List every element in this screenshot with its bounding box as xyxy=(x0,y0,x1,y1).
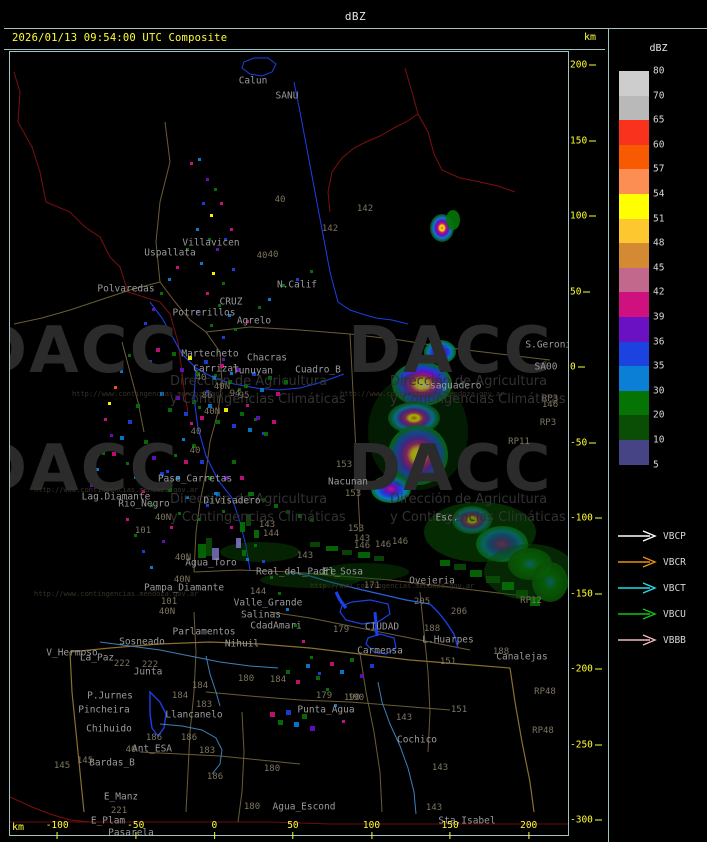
window-title: dBZ xyxy=(344,9,367,23)
timestamp-row: 2026/01/13 09:54:00 UTC Composite km xyxy=(4,29,605,50)
y-axis-tick--150: -150 xyxy=(570,588,602,599)
x-axis-tick-150: 150 xyxy=(442,820,459,839)
y-axis-tick--250: -250 xyxy=(570,739,602,750)
radar-plot-area[interactable]: DACC DACC DACC DACC Dirección de Agricul… xyxy=(10,52,568,835)
colorbar-swatch-30 xyxy=(619,390,649,416)
arrow-icon xyxy=(618,530,657,542)
colorbar-swatch-35 xyxy=(619,366,649,391)
radar-panel: 2026/01/13 09:54:00 UTC Composite km xyxy=(4,29,605,842)
radar-plot-frame[interactable]: DACC DACC DACC DACC Dirección de Agricul… xyxy=(9,51,569,836)
arrow-legend-label: VBCP xyxy=(663,530,686,542)
colorbar-label-30: 30 xyxy=(653,385,665,397)
arrow-legend-row-vbbb: VBBB xyxy=(617,627,707,653)
colorbar-label-48: 48 xyxy=(653,237,665,249)
colorbar[interactable] xyxy=(619,71,649,465)
colorbar-label-36: 36 xyxy=(653,336,665,348)
colorbar-swatch-54 xyxy=(619,193,649,219)
y-axis-tick--300: -300 xyxy=(570,815,602,826)
x-axis-tick-100: 100 xyxy=(363,820,380,839)
colorbar-swatch-57 xyxy=(619,169,649,194)
arrow-legend: VBCP VBCR VBCT VBCU VBBB xyxy=(617,523,707,653)
colorbar-label-65: 65 xyxy=(653,114,665,126)
arrow-legend-row-vbct: VBCT xyxy=(617,575,707,601)
x-axis-tick-50: 50 xyxy=(287,820,299,839)
legend-title: dBZ xyxy=(649,43,668,54)
y-axis-tick-200: 200 xyxy=(570,60,597,71)
colorbar-swatch-45 xyxy=(619,267,649,293)
colorbar-label-10: 10 xyxy=(653,434,665,446)
colorbar-swatch-48 xyxy=(619,243,649,268)
y-axis-tick--100: -100 xyxy=(570,513,602,524)
x-axis-tick-0: 0 xyxy=(211,820,217,839)
arrow-legend-label: VBCT xyxy=(663,582,686,594)
colorbar-swatch-80 xyxy=(619,71,649,96)
x-axis-tick-200: 200 xyxy=(520,820,537,839)
colorbar-swatch-20 xyxy=(619,415,649,440)
y-axis-tick-100: 100 xyxy=(570,211,597,222)
arrow-legend-label: VBCR xyxy=(663,556,686,568)
y-axis-tick-150: 150 xyxy=(570,135,597,146)
colorbar-label-51: 51 xyxy=(653,213,665,225)
x-axis-tick--50: -50 xyxy=(127,820,144,839)
colorbar-swatch-42 xyxy=(619,292,649,317)
basemap-vector-layer xyxy=(10,57,568,825)
arrow-legend-label: VBCU xyxy=(663,608,686,620)
arrow-legend-row-vbcp: VBCP xyxy=(617,523,707,549)
x-axis-tick--100: -100 xyxy=(46,820,69,839)
colorbar-label-60: 60 xyxy=(653,139,665,151)
colorbar-swatch-36 xyxy=(619,341,649,367)
arrow-icon xyxy=(618,556,657,568)
colorbar-swatch-51 xyxy=(619,218,649,244)
legend-panel: dBZ 80 70 65 60 57 54 51 48 45 42 39 36 35 30 20 10 5 VB… xyxy=(608,29,707,842)
arrow-legend-label: VBBB xyxy=(663,634,686,646)
arrow-icon xyxy=(618,634,657,646)
colorbar-label-80: 80 xyxy=(653,65,665,77)
arrow-legend-row-vbcr: VBCR xyxy=(617,549,707,575)
radar-reflectivity-layer xyxy=(90,158,568,731)
colorbar-label-54: 54 xyxy=(653,188,665,200)
colorbar-label-5: 5 xyxy=(653,459,659,471)
colorbar-swatch-70 xyxy=(619,95,649,121)
y-axis-tick-0: 0 xyxy=(570,362,585,373)
arrow-legend-row-vbcu: VBCU xyxy=(617,601,707,627)
y-axis-unit-label: km xyxy=(583,32,596,43)
colorbar-label-39: 39 xyxy=(653,311,665,323)
colorbar-label-57: 57 xyxy=(653,163,665,175)
arrow-icon xyxy=(618,582,657,594)
radar-timestamp: 2026/01/13 09:54:00 UTC Composite xyxy=(12,32,228,44)
colorbar-label-45: 45 xyxy=(653,262,665,274)
x-axis: km -100 -50 0 50 100 150 200 xyxy=(4,814,605,842)
colorbar-swatch-65 xyxy=(619,120,649,145)
x-axis-unit-label: km xyxy=(12,822,25,833)
colorbar-swatch-10 xyxy=(619,439,649,465)
colorbar-label-20: 20 xyxy=(653,409,665,421)
colorbar-swatch-60 xyxy=(619,144,649,170)
colorbar-label-42: 42 xyxy=(653,286,665,298)
colorbar-label-70: 70 xyxy=(653,90,665,102)
y-axis: 200 150 100 50 0 -50 -100 -150 -200 -250 -300 xyxy=(570,51,605,836)
colorbar-label-35: 35 xyxy=(653,360,665,372)
y-axis-tick-50: 50 xyxy=(570,286,591,297)
arrow-icon xyxy=(618,608,657,620)
window-title-bar: dBZ xyxy=(4,4,707,29)
colorbar-swatch-39 xyxy=(619,316,649,342)
y-axis-tick--50: -50 xyxy=(570,437,597,448)
y-axis-tick--200: -200 xyxy=(570,664,602,675)
